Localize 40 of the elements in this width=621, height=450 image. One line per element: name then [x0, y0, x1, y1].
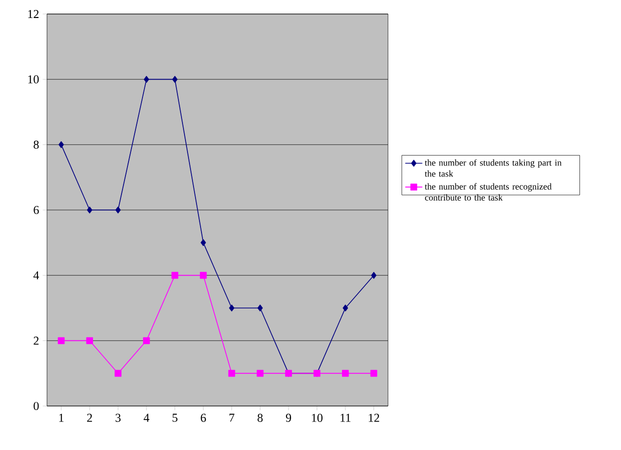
y-tick-label: 12: [28, 10, 39, 18]
y-tick-label: 4: [33, 271, 40, 280]
point: [228, 370, 236, 377]
x-tick-label: 2: [87, 414, 92, 422]
point: [144, 76, 150, 83]
x-tick-label: 7: [229, 414, 234, 422]
point: [171, 272, 178, 279]
point: [342, 304, 348, 312]
legend-label: the number of students recognized contribute to the task: [424, 183, 552, 201]
x-tick-label: 5: [172, 414, 178, 422]
y-tick-label: 8: [34, 140, 39, 149]
point: [143, 337, 150, 344]
point: [371, 272, 376, 279]
y-tick-label: 10: [28, 75, 39, 84]
x-tick-label: 8: [258, 414, 263, 422]
point: [86, 337, 94, 344]
point: [200, 272, 207, 279]
point: [86, 206, 92, 214]
x-tick-label: 11: [340, 414, 350, 422]
x-tick-label: 4: [144, 414, 150, 422]
point: [200, 239, 206, 246]
point: [256, 370, 264, 377]
point: [370, 370, 378, 377]
point: [172, 76, 178, 83]
x-tick-label: 12: [368, 414, 380, 422]
y-tick-label: 6: [34, 206, 39, 214]
x-tick-label: 6: [200, 414, 206, 422]
x-tick-label: 9: [286, 414, 292, 422]
point: [257, 304, 263, 312]
point: [58, 141, 64, 148]
point: [58, 337, 65, 344]
y-tick-label: 2: [34, 336, 39, 345]
point: [114, 370, 122, 377]
point: [115, 206, 121, 214]
point: [229, 304, 234, 312]
y-tick-label: 0: [34, 402, 39, 410]
x-tick-label: 10: [312, 414, 322, 422]
x-tick-label: 3: [116, 414, 121, 422]
x-tick-label: 1: [59, 414, 64, 422]
point: [342, 370, 349, 377]
